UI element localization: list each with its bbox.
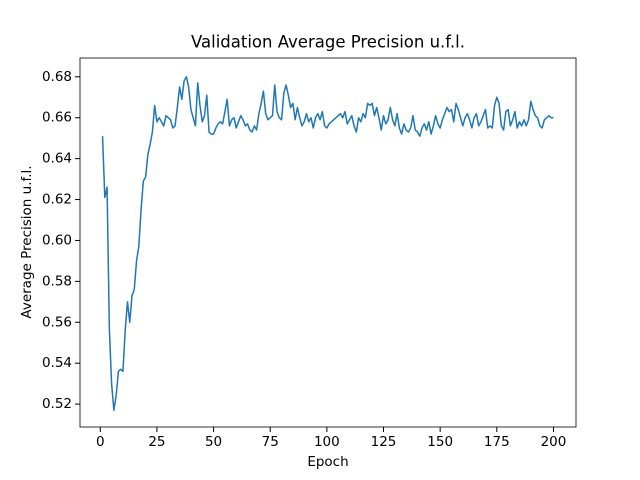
- y-tick-label: 0.52: [42, 396, 72, 412]
- x-tick-label: 25: [148, 434, 165, 450]
- data-line: [101, 76, 554, 411]
- y-axis-label: Average Precision u.f.l.: [19, 165, 35, 318]
- x-tick-label: 150: [427, 434, 453, 450]
- x-tick-label: 75: [262, 434, 279, 450]
- y-tick-label: 0.58: [42, 273, 72, 289]
- x-axis-label: Epoch: [307, 454, 348, 470]
- chart-title: Validation Average Precision u.f.l.: [191, 33, 465, 52]
- axes-frame: [79, 57, 577, 428]
- y-tick-label: 0.68: [42, 69, 72, 85]
- y-tick-label: 0.64: [42, 151, 72, 167]
- x-tick-label: 125: [371, 434, 397, 450]
- x-tick-label: 50: [205, 434, 222, 450]
- y-tick-label: 0.66: [42, 110, 72, 126]
- x-tick-label: 100: [314, 434, 340, 450]
- y-tick-label: 0.54: [42, 355, 72, 371]
- y-tick-label: 0.60: [42, 232, 72, 248]
- x-tick-label: 0: [96, 434, 105, 450]
- x-tick-label: 175: [484, 434, 510, 450]
- x-tick-label: 200: [541, 434, 567, 450]
- y-tick-label: 0.56: [42, 314, 72, 330]
- y-tick-label: 0.62: [42, 192, 72, 208]
